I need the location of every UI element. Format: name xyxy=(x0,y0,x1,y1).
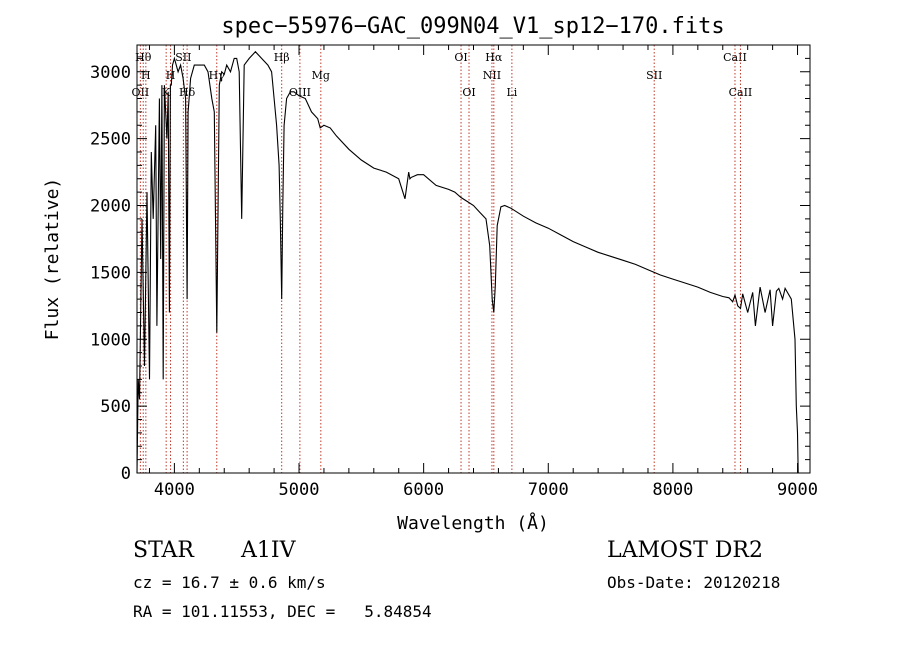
line-marker-label: SII xyxy=(175,51,191,64)
line-marker-label: OI xyxy=(462,86,475,99)
y-tick-label: 1000 xyxy=(90,330,131,350)
x-tick-label: 7000 xyxy=(528,480,569,500)
coordinates-text: RA = 101.11553, DEC = 5.84854 xyxy=(133,602,432,621)
line-marker-label: SII xyxy=(646,69,662,82)
y-tick-label: 2500 xyxy=(90,130,131,150)
x-tick-label: 4000 xyxy=(154,480,195,500)
line-marker-label: Hδ xyxy=(179,86,196,99)
x-tick-label: 9000 xyxy=(777,480,818,500)
y-tick-label: 2000 xyxy=(90,197,131,217)
line-marker-label: Hγ xyxy=(209,69,226,82)
line-marker-label: Hβ xyxy=(274,51,290,64)
line-marker-label: K xyxy=(162,86,171,99)
chart-title: spec−55976−GAC_099N04_V1_sp12−170.fits xyxy=(221,14,724,39)
line-marker-label: NII xyxy=(483,69,501,82)
line-marker-label: Hα xyxy=(485,51,503,64)
line-marker-label: H xyxy=(166,69,176,82)
x-tick-label: 8000 xyxy=(652,480,693,500)
line-marker-label: OII xyxy=(132,86,150,99)
axis-ticks: 4000 5000 6000 7000 8000 9000 0 500 1000 1500 2000… xyxy=(90,44,818,500)
observation-date: Obs-Date: 20120218 xyxy=(607,573,781,592)
redshift-text: cz = 16.7 ± 0.6 km/s xyxy=(133,573,326,592)
line-marker-label: H xyxy=(141,69,151,82)
x-tick-label: 5000 xyxy=(279,480,320,500)
y-tick-label: 0 xyxy=(121,464,131,484)
line-marker-label: CaII xyxy=(729,86,753,99)
y-axis-label: Flux (relative) xyxy=(42,178,63,341)
line-marker-label: Li xyxy=(506,86,517,99)
object-class: STAR xyxy=(133,538,194,563)
line-marker-label: Hθ xyxy=(135,51,152,64)
line-marker-label: OI xyxy=(454,51,467,64)
plot-frame xyxy=(136,44,811,474)
survey-label: LAMOST DR2 xyxy=(607,538,763,563)
object-subclass: A1IV xyxy=(241,538,296,563)
spectrum-series-line xyxy=(136,50,799,474)
x-tick-label: 6000 xyxy=(403,480,444,500)
line-marker-label: CaII xyxy=(723,51,747,64)
line-marker-label: Mg xyxy=(312,69,330,82)
x-axis-label: Wavelength (Å) xyxy=(397,512,549,534)
line-marker-label: OIII xyxy=(289,86,311,99)
y-tick-label: 1500 xyxy=(90,263,131,283)
y-tick-label: 500 xyxy=(100,397,131,417)
y-tick-label: 3000 xyxy=(90,63,131,83)
